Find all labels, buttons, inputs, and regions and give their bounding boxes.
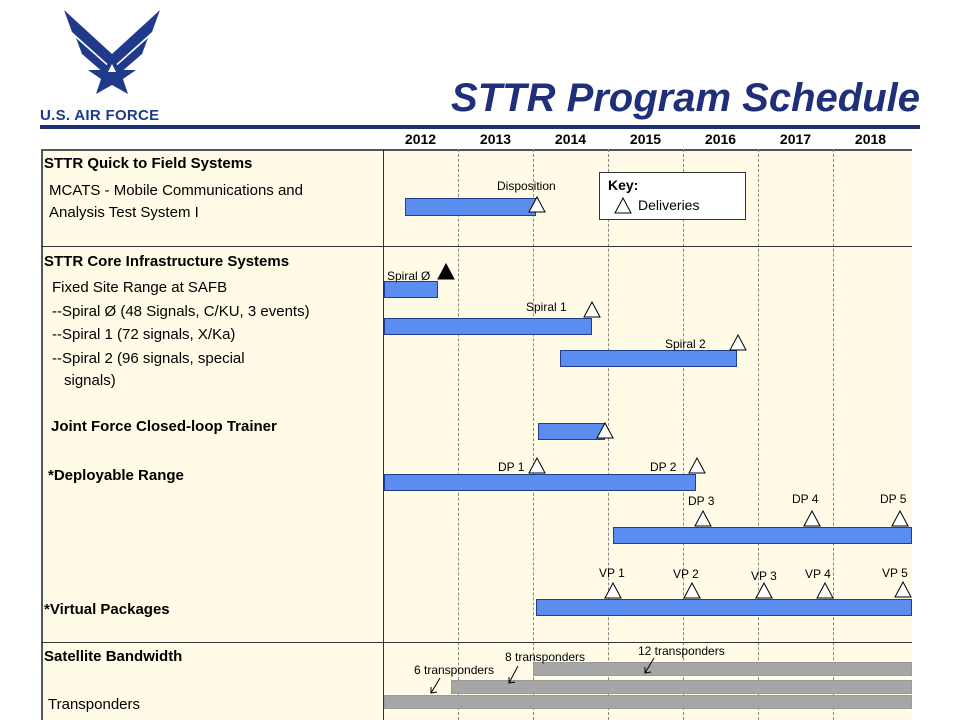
delivery-triangle-icon (688, 457, 706, 474)
key-item: Deliveries (638, 197, 700, 213)
delivery-triangle-icon (683, 582, 701, 599)
vp1-tag: VP 1 (599, 566, 625, 580)
transponders-label: Transponders (48, 696, 140, 713)
delivery-triangle-icon (528, 457, 546, 474)
spiral2-label-line2: signals) (64, 372, 116, 389)
section-divider (41, 246, 912, 247)
air-force-logo (62, 8, 162, 100)
dp1-tag: DP 1 (498, 460, 525, 474)
year-2016: 2016 (704, 131, 737, 147)
transponders-12-bar (533, 662, 912, 676)
year-2012: 2012 (404, 131, 437, 147)
air-force-wings-icon (64, 10, 160, 94)
grid-line (758, 149, 759, 720)
deployable-range-bar-2 (613, 527, 912, 544)
deployable-range-bar-1 (384, 474, 696, 491)
key-title: Key: (608, 177, 639, 193)
t12-tag: 12 transponders (638, 644, 725, 658)
label-column-divider (383, 149, 384, 720)
t6-tag: 6 transponders (414, 663, 495, 677)
spiral2-label-line1: --Spiral 2 (96 signals, special (52, 350, 245, 367)
vp2-tag: VP 2 (673, 567, 699, 581)
delivery-triangle-icon (729, 334, 747, 351)
delivery-triangle-icon (803, 510, 821, 527)
callout-arrow-icon (430, 677, 441, 694)
schedule-grid (41, 149, 912, 720)
virtual-packages-label: *Virtual Packages (44, 601, 170, 618)
spiral1-bar (384, 318, 592, 335)
grid-line (833, 149, 834, 720)
section-heading-core: STTR Core Infrastructure Systems (44, 253, 290, 270)
spiral2-bar (560, 350, 737, 367)
delivery-triangle-icon (694, 510, 712, 527)
spiral2-tag: Spiral 2 (665, 337, 706, 351)
year-2013: 2013 (479, 131, 512, 147)
legend-key: Key: Deliveries (599, 172, 746, 220)
section-heading-quick: STTR Quick to Field Systems (44, 155, 253, 172)
title-rule (40, 125, 920, 129)
deployable-range-label: *Deployable Range (48, 467, 184, 484)
mcats-bar (405, 198, 536, 216)
dp4-tag: DP 4 (792, 492, 819, 506)
delivery-triangle-icon (596, 422, 614, 439)
spiral1-label: --Spiral 1 (72 signals, X/Ka) (52, 326, 236, 343)
year-2015: 2015 (629, 131, 662, 147)
year-2014: 2014 (554, 131, 587, 147)
year-2017: 2017 (779, 131, 812, 147)
vp4-tag: VP 4 (805, 567, 831, 581)
dp3-tag: DP 3 (688, 494, 715, 508)
callout-arrow-icon (644, 657, 655, 674)
spiral0-bar (384, 281, 438, 298)
jfclt-bar (538, 423, 605, 440)
year-2018: 2018 (854, 131, 887, 147)
grid-line (533, 149, 534, 720)
delivery-triangle-icon (816, 582, 834, 599)
disposition-tag: Disposition (497, 179, 556, 193)
fixed-site-label: Fixed Site Range at SAFB (52, 279, 228, 296)
spiral0-label: --Spiral Ø (48 Signals, C/KU, 3 events) (52, 303, 310, 320)
delivery-triangle-icon (755, 582, 773, 599)
dp5-tag: DP 5 (880, 492, 907, 506)
delivery-triangle-icon (891, 510, 909, 527)
callout-arrow-icon (508, 665, 519, 684)
transponders-6-bar (384, 695, 912, 709)
completed-delivery-triangle-icon (437, 263, 455, 280)
delivery-triangle-icon (604, 582, 622, 599)
vp3-tag: VP 3 (751, 569, 777, 583)
delivery-triangle-icon (614, 197, 632, 214)
spiral0-tag: Spiral Ø (387, 269, 431, 283)
section-divider (41, 642, 912, 643)
mcats-label-line1: MCATS - Mobile Communications and (49, 182, 303, 199)
transponders-8-bar (451, 680, 912, 694)
spiral1-tag: Spiral 1 (526, 300, 567, 314)
logo-text: U.S. AIR FORCE (40, 107, 160, 124)
delivery-triangle-icon (894, 581, 912, 598)
delivery-triangle-icon (583, 301, 601, 318)
page-title: STTR Program Schedule (451, 76, 920, 120)
mcats-label-line2: Analysis Test System I (49, 204, 199, 221)
t8-tag: 8 transponders (505, 650, 586, 664)
grid-line (458, 149, 459, 720)
section-heading-satellite: Satellite Bandwidth (44, 648, 183, 665)
virtual-packages-bar (536, 599, 912, 616)
delivery-triangle-icon (528, 196, 546, 213)
vp5-tag: VP 5 (882, 566, 908, 580)
dp2-tag: DP 2 (650, 460, 677, 474)
grid-line (683, 149, 684, 720)
jfclt-label: Joint Force Closed-loop Trainer (51, 418, 277, 435)
